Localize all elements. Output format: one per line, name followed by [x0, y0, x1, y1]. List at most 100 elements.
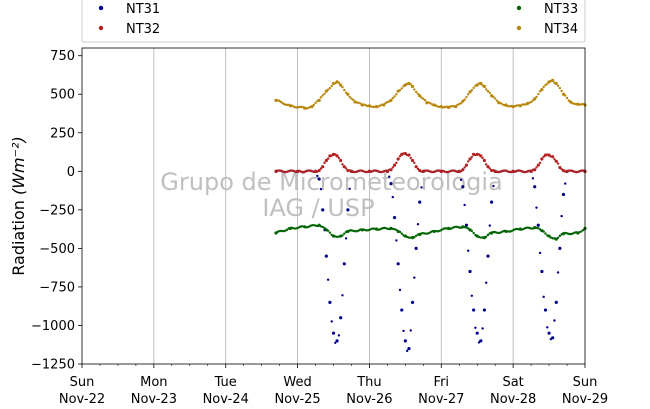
- data-point-interp: [470, 229, 474, 233]
- data-point-interp: [326, 157, 330, 160]
- data-point: [396, 262, 400, 266]
- data-point-interp: [398, 89, 402, 92]
- data-point-interp: [470, 89, 474, 92]
- data-point-interp: [472, 86, 475, 90]
- data-point: [331, 331, 336, 335]
- data-point-interp: [493, 97, 497, 100]
- y-tick-label: −1000: [31, 319, 75, 334]
- svg-text:Radiation (Wm⁻²): Radiation (Wm⁻²): [9, 136, 28, 275]
- data-point: [475, 152, 479, 156]
- data-point-interp: [321, 94, 324, 97]
- data-point-interp: [474, 326, 477, 329]
- data-point: [396, 157, 400, 161]
- data-point-interp: [580, 103, 583, 106]
- data-point-interp: [393, 95, 396, 98]
- data-point: [468, 269, 472, 274]
- data-point-interp: [564, 94, 567, 97]
- data-point: [561, 192, 566, 197]
- data-point-interp: [465, 96, 468, 99]
- data-point: [407, 153, 411, 157]
- legend-marker-nt31: [98, 5, 104, 11]
- data-point: [324, 254, 328, 258]
- y-tick-label: 500: [50, 88, 75, 103]
- data-point-interp: [355, 101, 359, 104]
- data-point: [321, 165, 325, 169]
- x-tick-day: Sun: [70, 375, 95, 390]
- x-tick-day: Sat: [502, 375, 523, 390]
- legend-label-nt33: NT33: [544, 2, 578, 17]
- data-point-interp: [560, 89, 563, 93]
- data-point: [410, 84, 415, 89]
- data-point-interp: [434, 104, 438, 107]
- data-point-interp: [488, 167, 491, 170]
- data-point-interp: [391, 227, 394, 231]
- data-point-interp: [520, 103, 524, 106]
- data-point: [540, 157, 544, 161]
- legend-box: [81, 0, 586, 43]
- data-point-interp: [344, 237, 348, 240]
- data-point-interp: [348, 187, 351, 190]
- data-point: [418, 94, 422, 98]
- data-point: [533, 97, 537, 101]
- x-tick-date: Nov-24: [203, 392, 249, 407]
- data-point: [385, 169, 389, 173]
- data-point: [479, 81, 483, 86]
- data-point: [407, 346, 411, 351]
- data-point-interp: [312, 103, 315, 107]
- data-point-interp: [398, 288, 402, 292]
- data-point-interp: [495, 99, 499, 102]
- y-tick-label: 250: [50, 126, 75, 141]
- data-point: [392, 215, 397, 220]
- data-point-interp: [319, 96, 323, 99]
- data-point-interp: [384, 101, 387, 105]
- data-point-interp: [486, 89, 490, 93]
- data-point-interp: [529, 100, 533, 104]
- data-point-interp: [341, 163, 344, 166]
- data-point-interp: [370, 105, 373, 108]
- data-point-interp: [334, 341, 337, 344]
- data-point-interp: [582, 228, 585, 232]
- data-point-interp: [436, 105, 439, 108]
- data-point: [547, 331, 551, 335]
- data-point: [324, 158, 328, 163]
- data-point: [486, 165, 490, 169]
- data-point: [482, 308, 486, 312]
- data-point-interp: [343, 88, 346, 92]
- data-point-interp: [538, 251, 542, 255]
- legend: NT31 NT32 NT33 NT34: [81, 0, 586, 43]
- data-point: [536, 163, 540, 167]
- data-point-interp: [319, 167, 323, 170]
- legend-marker-nt32: [98, 25, 104, 31]
- data-point: [339, 158, 343, 163]
- data-point-interp: [556, 162, 560, 165]
- data-point-interp: [334, 235, 337, 238]
- data-point-interp: [551, 237, 554, 240]
- data-point-interp: [546, 82, 549, 85]
- data-point: [472, 308, 476, 312]
- data-point: [339, 316, 343, 320]
- data-point: [558, 246, 562, 250]
- y-axis-label-text: Radiation: [9, 200, 28, 276]
- data-point: [540, 269, 544, 274]
- data-point-interp: [427, 101, 430, 104]
- data-point-interp: [492, 95, 495, 99]
- data-point: [454, 104, 458, 109]
- data-point-interp: [414, 90, 418, 94]
- data-point-interp: [398, 155, 402, 158]
- data-point-interp: [528, 101, 531, 105]
- x-tick-date: Nov-29: [562, 392, 608, 407]
- y-tick-label: −1250: [31, 358, 75, 373]
- legend-marker-nt34: [516, 25, 522, 31]
- data-point-interp: [573, 102, 576, 106]
- y-axis-label-unit: (Wm⁻²): [9, 136, 28, 195]
- data-point-interp: [488, 224, 491, 227]
- data-point-interp: [323, 226, 326, 230]
- data-point-interp: [409, 156, 412, 160]
- data-point-interp: [538, 161, 542, 165]
- data-point-interp: [531, 177, 535, 180]
- data-point-interp: [501, 103, 504, 106]
- data-point-interp: [467, 249, 470, 252]
- data-point: [551, 336, 555, 340]
- data-point-interp: [459, 102, 463, 105]
- data-point-interp: [578, 103, 581, 106]
